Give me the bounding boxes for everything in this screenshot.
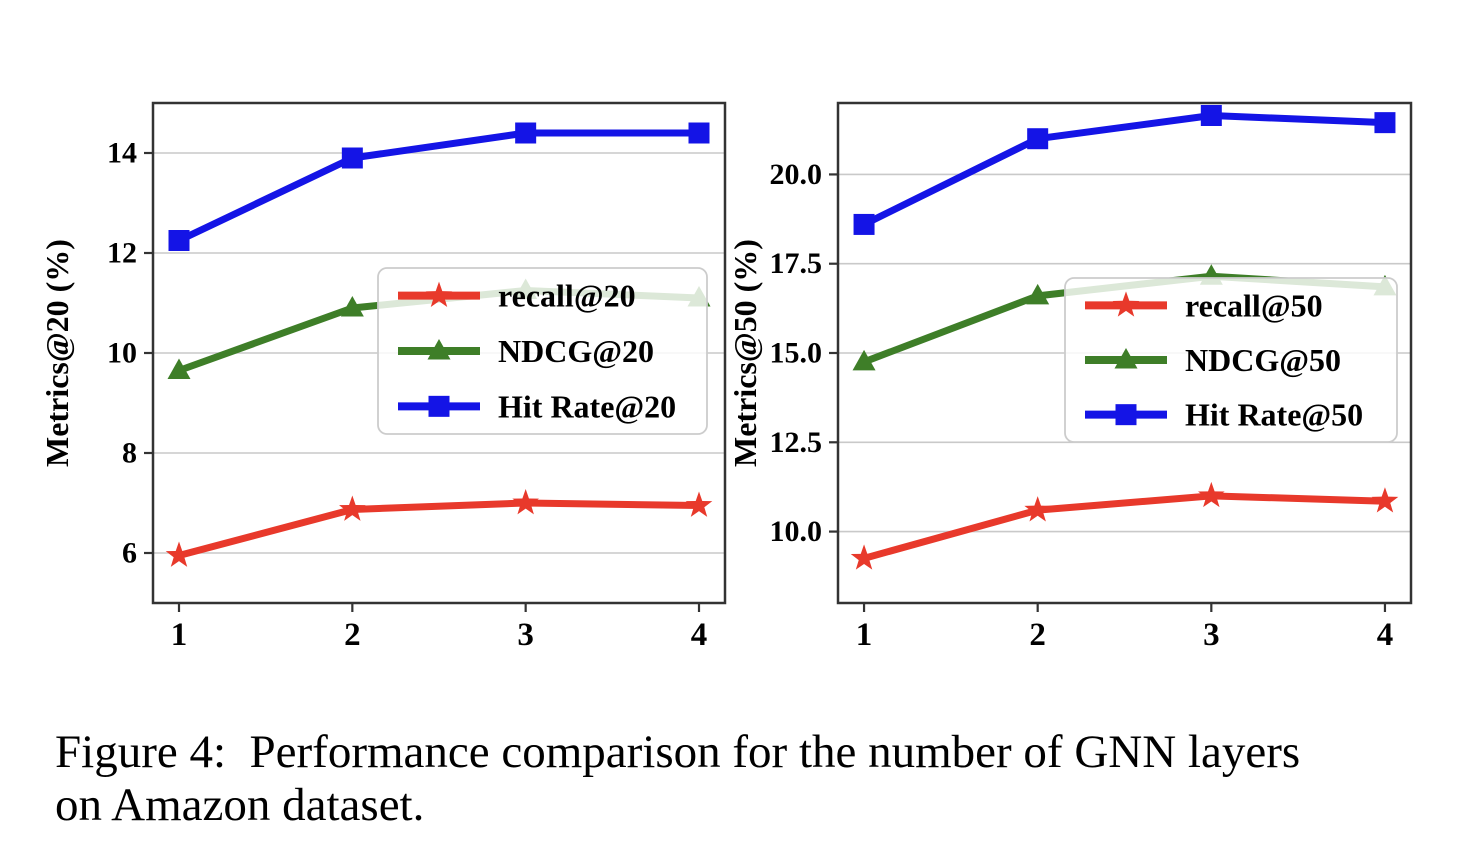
legend-entry: Hit Rate@50 bbox=[1085, 397, 1363, 433]
legend: recall@20 NDCG@20 Hit Rate@20 bbox=[377, 267, 708, 435]
legend-star-marker bbox=[1112, 291, 1140, 317]
triangle-marker bbox=[340, 296, 364, 317]
series-line bbox=[175, 129, 703, 244]
y-tick-label: 10.0 bbox=[770, 515, 823, 548]
series-line bbox=[860, 112, 1389, 228]
y-tick-label: 10 bbox=[107, 337, 137, 370]
legend-label: recall@20 bbox=[498, 278, 636, 314]
star-marker bbox=[339, 495, 366, 521]
legend-triangle-marker bbox=[1114, 348, 1138, 369]
series-line bbox=[175, 499, 703, 559]
x-tick-label: 3 bbox=[1203, 617, 1220, 653]
legend-entry: recall@50 bbox=[1085, 287, 1323, 323]
y-tick-label: 12.5 bbox=[770, 426, 823, 459]
square-marker bbox=[1374, 112, 1396, 134]
figure-caption: Figure 4: Performance comparison for the… bbox=[55, 726, 1435, 832]
triangle-marker bbox=[1026, 283, 1050, 305]
ticks: 10.0 12.5 15.0 17.5 20.0 1 2 3 4 bbox=[770, 158, 1394, 653]
series-line bbox=[860, 492, 1389, 562]
legend-entry: NDCG@50 bbox=[1085, 342, 1341, 378]
series-hit-rate-50 bbox=[853, 105, 1396, 235]
y-axis-label: Metrics@50 (%) bbox=[730, 239, 763, 467]
star-marker bbox=[685, 491, 713, 517]
caption-line-1: Figure 4: Performance comparison for the… bbox=[55, 726, 1301, 778]
y-tick-label: 14 bbox=[107, 137, 137, 170]
square-marker bbox=[1200, 105, 1222, 126]
y-tick-label: 6 bbox=[122, 537, 137, 570]
y-tick-label: 12 bbox=[107, 237, 137, 270]
star-marker bbox=[1024, 496, 1051, 522]
x-tick-label: 3 bbox=[517, 617, 534, 653]
square-marker bbox=[168, 230, 190, 251]
legend-star-marker bbox=[425, 281, 453, 307]
caption-line-2: on Amazon dataset. bbox=[55, 779, 425, 832]
x-tick-label: 4 bbox=[1377, 617, 1394, 653]
star-marker bbox=[1198, 481, 1225, 508]
legend-label: Hit Rate@20 bbox=[498, 388, 676, 424]
x-tick-label: 4 bbox=[691, 617, 708, 653]
square-marker bbox=[853, 213, 875, 235]
triangle-marker bbox=[852, 349, 876, 371]
legend-label: Hit Rate@50 bbox=[1185, 397, 1363, 433]
legend-box bbox=[1064, 277, 1398, 443]
star-marker bbox=[1371, 487, 1399, 513]
legend-square-marker bbox=[428, 395, 450, 417]
square-marker bbox=[688, 122, 710, 144]
series-recall-20 bbox=[165, 489, 713, 567]
legend-label: NDCG@50 bbox=[1185, 342, 1341, 378]
square-marker bbox=[341, 147, 363, 169]
square-marker bbox=[515, 122, 537, 144]
x-tick-label: 2 bbox=[1029, 617, 1046, 653]
x-tick-label: 1 bbox=[856, 617, 873, 653]
series-recall-50 bbox=[850, 481, 1399, 570]
square-marker bbox=[1027, 128, 1049, 150]
star-marker bbox=[512, 489, 539, 515]
y-tick-label: 8 bbox=[122, 437, 137, 470]
legend-label: NDCG@20 bbox=[498, 333, 654, 369]
legend-box bbox=[377, 267, 708, 435]
legend: recall@50 NDCG@50 Hit Rate@50 bbox=[1064, 277, 1398, 443]
legend-entry: NDCG@20 bbox=[398, 333, 654, 369]
legend-square-marker bbox=[1115, 404, 1137, 426]
y-axis-label: Metrics@20 (%) bbox=[39, 239, 75, 467]
legend-entry: Hit Rate@20 bbox=[398, 388, 676, 424]
series-hit-rate-20 bbox=[168, 122, 710, 251]
y-tick-label: 20.0 bbox=[770, 158, 823, 191]
y-tick-label: 17.5 bbox=[770, 247, 823, 280]
x-tick-label: 1 bbox=[171, 617, 188, 653]
star-marker bbox=[850, 544, 878, 570]
y-tick-label: 15.0 bbox=[770, 337, 823, 370]
legend-label: recall@50 bbox=[1185, 287, 1323, 323]
star-marker bbox=[165, 541, 193, 567]
legend-entry: recall@20 bbox=[398, 278, 636, 314]
triangle-marker bbox=[167, 358, 191, 379]
x-tick-label: 2 bbox=[344, 617, 361, 653]
legend-triangle-marker bbox=[427, 339, 451, 360]
